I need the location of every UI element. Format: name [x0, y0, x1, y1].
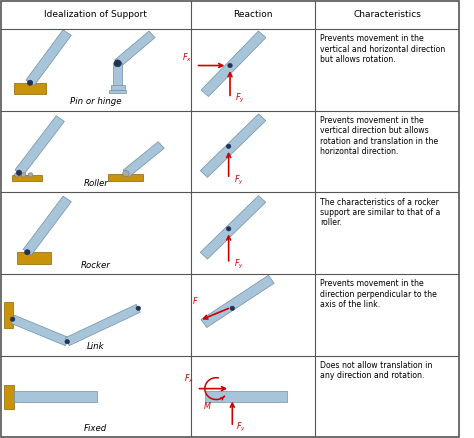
Text: $F_y$: $F_y$ [235, 92, 245, 105]
Text: Prevents movement in the
vertical direction but allows
rotation and translation : Prevents movement in the vertical direct… [320, 116, 438, 156]
Polygon shape [115, 31, 155, 67]
Text: Prevents movement in the
vertical and horizontal direction
but allows rotation.: Prevents movement in the vertical and ho… [320, 34, 446, 64]
Bar [12, 175, 42, 181]
Polygon shape [109, 90, 126, 93]
Polygon shape [113, 64, 122, 87]
Polygon shape [26, 30, 71, 85]
Polygon shape [205, 391, 287, 402]
Bar [109, 173, 143, 181]
Polygon shape [123, 141, 164, 177]
Circle shape [14, 173, 19, 177]
Circle shape [25, 250, 30, 255]
Circle shape [27, 80, 33, 85]
Bar [4, 385, 14, 409]
Bar [4, 302, 13, 328]
Circle shape [136, 306, 141, 311]
Polygon shape [14, 391, 97, 402]
Text: Characteristics: Characteristics [353, 11, 421, 19]
Circle shape [28, 173, 33, 177]
Text: $F_y$: $F_y$ [234, 174, 244, 187]
Bar [14, 83, 46, 94]
Text: $F_y$: $F_y$ [234, 258, 244, 271]
Polygon shape [23, 196, 71, 255]
Circle shape [228, 64, 232, 68]
Text: Fixed: Fixed [84, 424, 108, 433]
Text: Does not allow translation in
any direction and rotation.: Does not allow translation in any direct… [320, 361, 433, 380]
Text: The characteristics of a rocker
support are similar to that of a
roller.: The characteristics of a rocker support … [320, 198, 441, 227]
Text: Reaction: Reaction [233, 11, 273, 19]
Polygon shape [15, 116, 64, 176]
Polygon shape [11, 315, 69, 346]
Polygon shape [201, 114, 266, 177]
Circle shape [65, 339, 70, 344]
Text: Prevents movement in the
direction perpendicular to the
axis of the link.: Prevents movement in the direction perpe… [320, 279, 437, 309]
Text: Pin or hinge: Pin or hinge [70, 97, 122, 106]
Text: Link: Link [87, 342, 105, 351]
Polygon shape [201, 195, 266, 259]
Circle shape [10, 317, 15, 321]
Text: $F_y$: $F_y$ [237, 421, 246, 434]
Text: $F$: $F$ [192, 295, 199, 306]
Text: $M$: $M$ [203, 400, 211, 411]
Polygon shape [201, 31, 266, 96]
Text: $F_x$: $F_x$ [182, 51, 192, 64]
Text: Roller: Roller [83, 179, 108, 188]
Polygon shape [201, 276, 274, 328]
Circle shape [16, 170, 22, 175]
Circle shape [230, 306, 235, 311]
Circle shape [227, 226, 231, 231]
Circle shape [114, 60, 121, 67]
Circle shape [227, 144, 231, 148]
Text: Idealization of Support: Idealization of Support [45, 11, 147, 19]
Circle shape [123, 170, 129, 177]
Text: $F_x$: $F_x$ [184, 373, 194, 385]
Bar [17, 252, 51, 265]
Text: Rocker: Rocker [81, 261, 111, 270]
Circle shape [21, 173, 26, 177]
Polygon shape [111, 85, 125, 90]
Polygon shape [65, 304, 140, 346]
